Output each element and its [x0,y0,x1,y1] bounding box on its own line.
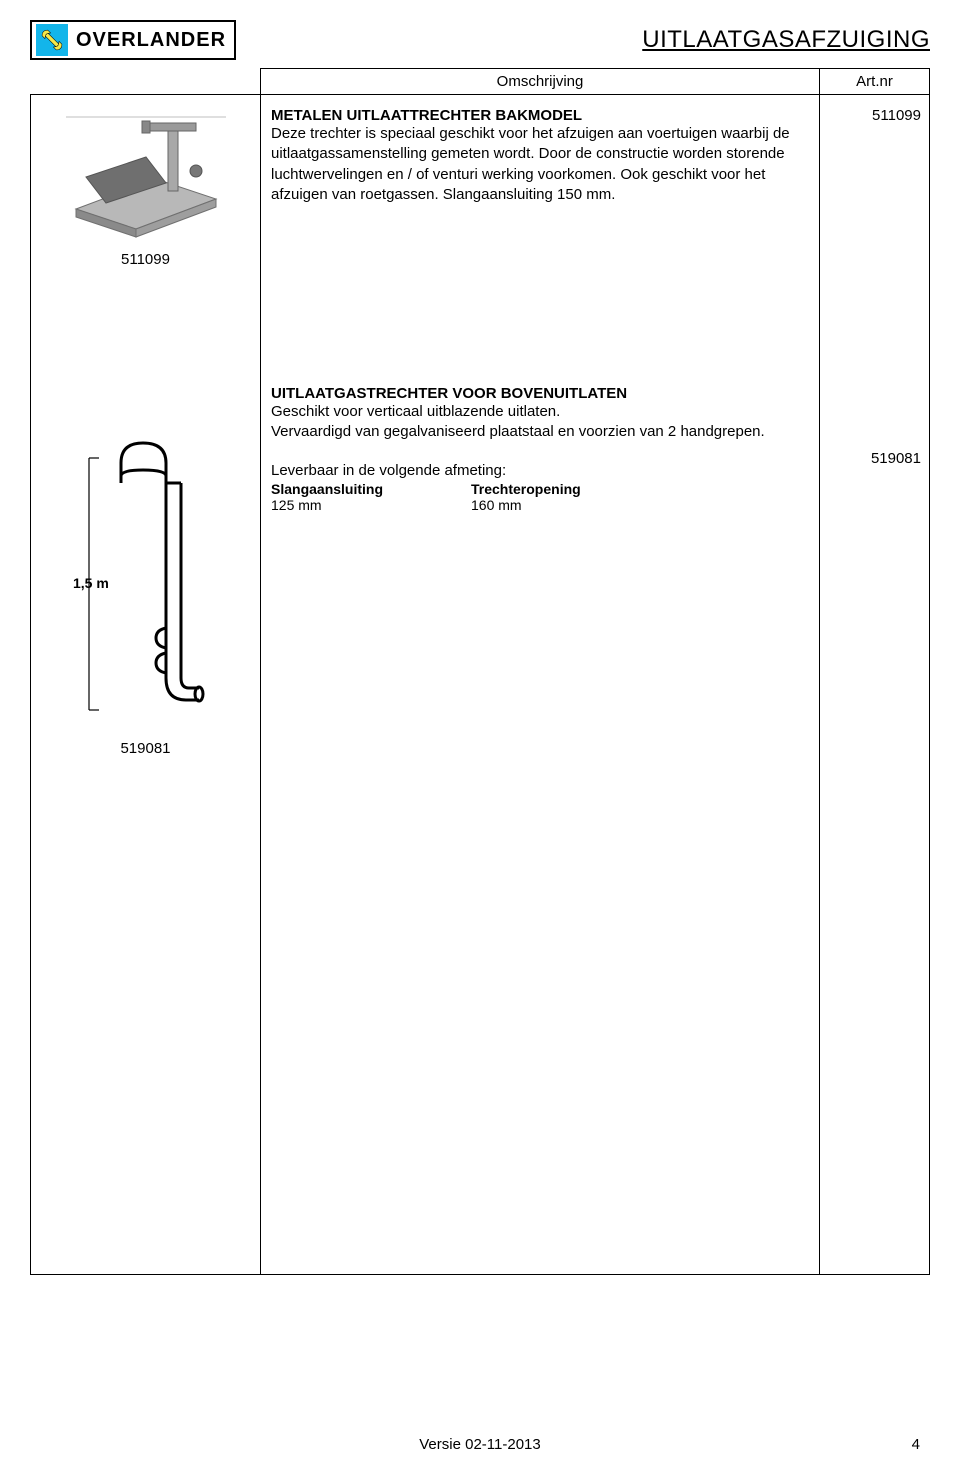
product-2-body-line1: Geschikt voor verticaal uitblazende uitl… [271,402,809,422]
spec-label-2: Trechteropening [471,481,581,497]
spec-val-1: 125 mm [271,497,471,513]
product-1-title: METALEN UITLAATTRECHTER BAKMODEL [271,107,809,124]
product-1-body: Deze trechter is speciaal geschikt voor … [271,124,809,205]
product-2-avail: Leverbaar in de volgende afmeting: [271,461,809,481]
article-column: 511099 519081 [820,95,930,1275]
catalog-table: Omschrijving Art.nr [30,68,930,1275]
wrench-icon [36,24,68,56]
product-image-1: 511099 [39,109,252,268]
logo-text: OVERLANDER [72,29,230,52]
description-column: METALEN UITLAATTRECHTER BAKMODEL Deze tr… [261,95,820,1275]
product-2-spec-values: 125 mm 160 mm [271,497,809,513]
product-image-2: 1,5 m [39,428,252,757]
svg-text:1,5 m: 1,5 m [73,575,109,591]
product-2-spec-header: Slangaansluiting Trechteropening [271,481,809,497]
footer-version: Versie 02-11-2013 [419,1436,540,1453]
header-image-col [31,69,261,95]
spec-val-2: 160 mm [471,497,522,513]
page-header: OVERLANDER UITLAATGASAFZUIGING [30,20,930,60]
table-header-row: Omschrijving Art.nr [31,69,930,95]
product-2-title: UITLAATGASTRECHTER VOOR BOVENUITLATEN [271,385,809,402]
footer-page-number: 4 [912,1436,920,1453]
header-art-col: Art.nr [820,69,930,95]
table-body-row: 511099 1,5 m [31,95,930,1275]
brand-logo: OVERLANDER [30,20,236,60]
page-footer: Versie 02-11-2013 4 [0,1436,960,1453]
spec-label-1: Slangaansluiting [271,481,471,497]
product-1-art: 511099 [828,107,921,124]
page-title: UITLAATGASAFZUIGING [642,26,930,54]
product-2-body-line2: Vervaardigd van gegalvaniseerd plaatstaa… [271,422,809,442]
product-2-caption: 519081 [39,740,252,757]
product-1-caption: 511099 [39,251,252,268]
product-2-art: 519081 [828,450,921,467]
header-desc-col: Omschrijving [261,69,820,95]
product-1-block: METALEN UITLAATTRECHTER BAKMODEL Deze tr… [271,107,809,205]
product-2-block: UITLAATGASTRECHTER VOOR BOVENUITLATEN Ge… [271,385,809,513]
image-column: 511099 1,5 m [31,95,261,1275]
